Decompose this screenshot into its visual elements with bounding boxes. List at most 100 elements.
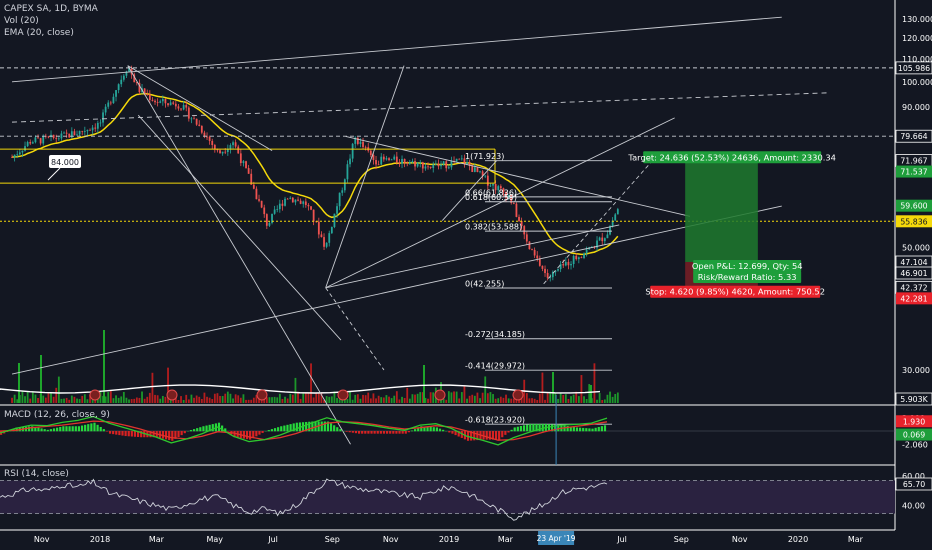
annotation-84-box: [49, 155, 81, 168]
volume-bar: [367, 392, 370, 403]
macd-histogram-bar: [414, 429, 417, 432]
volume-bar: [401, 396, 403, 403]
volume-bar: [312, 397, 315, 403]
candle-body: [213, 145, 216, 149]
candle-body: [458, 158, 461, 160]
macd-histogram-bar: [600, 426, 603, 432]
volume-bar: [122, 391, 125, 403]
volume-bar: [315, 392, 318, 403]
macd-histogram-bar: [526, 424, 529, 432]
volume-bar: [598, 393, 601, 403]
macd-histogram-bar: [438, 428, 442, 432]
volume-bar: [219, 395, 221, 403]
volume-bar: [377, 395, 380, 403]
candle-body: [229, 145, 232, 150]
price-badge-bg: [895, 392, 932, 406]
volume-bar: [466, 398, 468, 403]
candle-body: [135, 82, 138, 83]
macd-histogram-bar: [404, 431, 407, 434]
candle-body: [187, 107, 190, 119]
candle-body: [406, 162, 409, 164]
price-badge: 105.986: [898, 64, 930, 73]
long-trendline-lower: [11, 205, 782, 375]
candle-body: [94, 127, 97, 129]
volume-bar: [89, 394, 91, 403]
volume-bar: [320, 393, 323, 403]
volume-bar: [606, 394, 609, 403]
volume-bar: [247, 399, 250, 403]
volume-bar: [11, 397, 13, 403]
volume-bar: [359, 398, 362, 403]
candle-body: [551, 272, 554, 278]
candle-body: [512, 202, 515, 204]
volume-bar: [73, 396, 76, 403]
volume-bar: [174, 395, 177, 403]
candle-body: [510, 195, 513, 203]
candle-body: [440, 164, 442, 167]
candle-body: [198, 124, 201, 126]
candle-body: [167, 103, 169, 106]
candle-body: [78, 130, 81, 135]
volume-bar: [525, 393, 528, 403]
macd-histogram-bar: [224, 428, 227, 432]
macd-histogram-bar: [189, 430, 193, 432]
candle-body: [385, 158, 388, 160]
price-axis-label: 30.000: [902, 366, 930, 375]
candle-body: [128, 68, 130, 72]
volume-bar: [406, 387, 409, 403]
candle-body: [450, 161, 453, 168]
macd-histogram-bar: [407, 431, 410, 433]
candle-body: [445, 161, 448, 169]
earnings-marker: [512, 389, 524, 401]
candle-body: [112, 96, 115, 104]
volume-bar: [463, 385, 466, 403]
channel-line-inner: [137, 114, 342, 341]
candle-body: [572, 255, 575, 264]
candle-body: [263, 207, 266, 215]
volume-bar: [265, 397, 268, 403]
price-badge-bg: [896, 215, 932, 228]
macd-histogram-bar: [370, 431, 373, 434]
candle-body: [468, 162, 471, 167]
channel-dashed-extension: [325, 287, 385, 371]
macd-histogram-bar: [273, 428, 277, 432]
candle-body: [416, 162, 419, 167]
macd-histogram-bar: [336, 427, 339, 432]
candle-body: [564, 261, 567, 266]
volume-bar: [143, 398, 146, 403]
macd-histogram-bar: [320, 421, 323, 432]
fib-trendline-a: [441, 160, 498, 221]
macd-histogram-bar: [233, 431, 236, 438]
rsi-legend: RSI (14, close): [4, 469, 69, 479]
position-target-label-bg: [643, 151, 822, 164]
candle-body: [414, 161, 416, 167]
macd-histogram-bar: [395, 431, 398, 434]
candle-body: [434, 163, 437, 165]
volume-bar: [29, 398, 32, 403]
price-badge: 71.967: [900, 157, 927, 166]
macd-histogram-bar: [130, 431, 133, 437]
candle-body: [559, 264, 562, 270]
earnings-marker: [434, 389, 446, 401]
volume-bar: [403, 397, 406, 403]
rsi-badge: 65.70: [903, 480, 925, 489]
macd-histogram-bar: [451, 431, 454, 434]
macd-histogram-bar: [498, 431, 501, 440]
volume-bar: [492, 394, 494, 403]
position-open-pl-label-bg: [693, 260, 802, 273]
candle-body: [161, 98, 164, 102]
volume-bar: [159, 398, 162, 403]
macd-histogram-bar: [333, 425, 336, 432]
candle-body: [115, 90, 117, 97]
long-trendline-dashed: [12, 92, 828, 123]
fib-level-label: 0.66(61.836): [465, 188, 517, 197]
macd-histogram-bar: [554, 424, 557, 432]
candle-body: [169, 102, 172, 106]
candle-body: [117, 84, 120, 91]
fib-level-label: 1(71.923): [465, 152, 504, 161]
candle-body: [481, 171, 484, 176]
volume-bar: [421, 392, 424, 403]
price-badge: 46.901: [900, 269, 927, 278]
volume-bar: [112, 398, 115, 403]
